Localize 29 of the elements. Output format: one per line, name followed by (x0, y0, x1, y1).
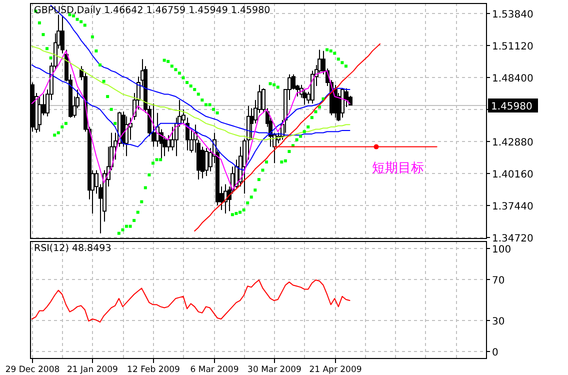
y-tick-label: 1.40160 (492, 170, 534, 180)
x-tick-label: 30 Mar 2009 (248, 365, 302, 375)
x-tick-label: 21 Apr 2009 (309, 365, 362, 375)
y-tick-label: 1.51120 (492, 42, 534, 52)
candlestick (166, 134, 170, 152)
y-tick-label: 1.42880 (492, 138, 534, 148)
y-tick-label: 1.48400 (492, 74, 534, 84)
x-tick-label: 6 Mar 2009 (190, 365, 239, 375)
candlestick (340, 88, 344, 118)
candlestick (124, 116, 128, 157)
y-tick-label: 70 (492, 276, 505, 286)
y-tick-label: 0 (492, 348, 498, 358)
x-tick-label: 29 Dec 2008 (5, 365, 60, 375)
candlestick (302, 89, 306, 106)
annotation: 短期目标 (372, 161, 424, 176)
candlestick (38, 96, 42, 132)
y-tick-label: 1.34720 (492, 234, 534, 244)
y-tick-label: 100 (492, 244, 512, 256)
x-tick-label: 21 Jan 2009 (67, 365, 118, 375)
y-tick-label: 30 (492, 316, 505, 328)
candlestick (224, 184, 228, 214)
y-tick-label: 1.53840 (492, 10, 534, 20)
line-series (31, 280, 350, 323)
candlestick (152, 103, 156, 148)
ref-line-label: 1.45980 (491, 102, 532, 112)
candlestick (204, 147, 208, 177)
x-tick-label: 12 Feb 2009 (127, 365, 180, 375)
chart-title: RSI(12) 48.8493 (34, 243, 112, 254)
y-tick-label: 1.37440 (492, 202, 534, 212)
